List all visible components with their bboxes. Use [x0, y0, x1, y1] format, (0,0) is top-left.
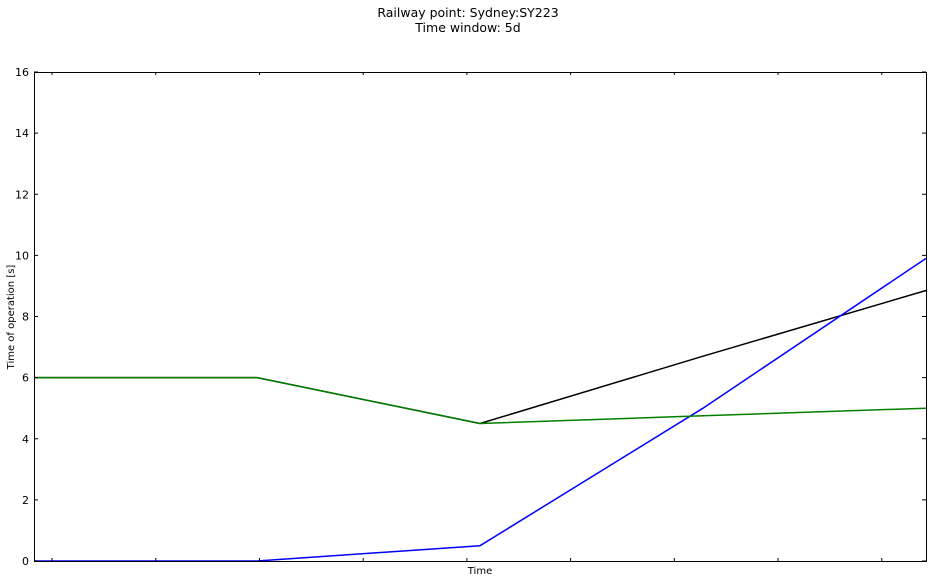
y-tick-label: 8: [22, 311, 29, 324]
x-axis-label: Time: [467, 566, 492, 577]
series-layer: [34, 257, 927, 562]
chart-title-block: Railway point: Sydney:SY223 Time window:…: [0, 5, 936, 35]
y-tick-label: 14: [15, 127, 29, 140]
plot-frame: [34, 72, 927, 562]
y-tick-label: 0: [22, 555, 29, 568]
y-axis: 0 2 4 6 8 10 12 14 16: [15, 66, 926, 568]
y-tick-label: 6: [22, 372, 29, 385]
series-line-1: [34, 289, 927, 425]
x-axis: [51, 72, 883, 561]
chart-title: Railway point: Sydney:SY223: [377, 5, 559, 20]
y-tick-label: 4: [22, 433, 29, 446]
series-line-2: [34, 257, 927, 562]
series-line-3: [34, 376, 927, 425]
y-tick-label: 16: [15, 66, 29, 79]
chart-subtitle: Time window: 5d: [415, 19, 521, 35]
y-tick-label: 2: [22, 494, 29, 507]
y-tick-label: 12: [15, 188, 29, 201]
y-axis-label: Time of operation [s]: [6, 265, 17, 371]
y-tick-label: 10: [15, 249, 29, 262]
